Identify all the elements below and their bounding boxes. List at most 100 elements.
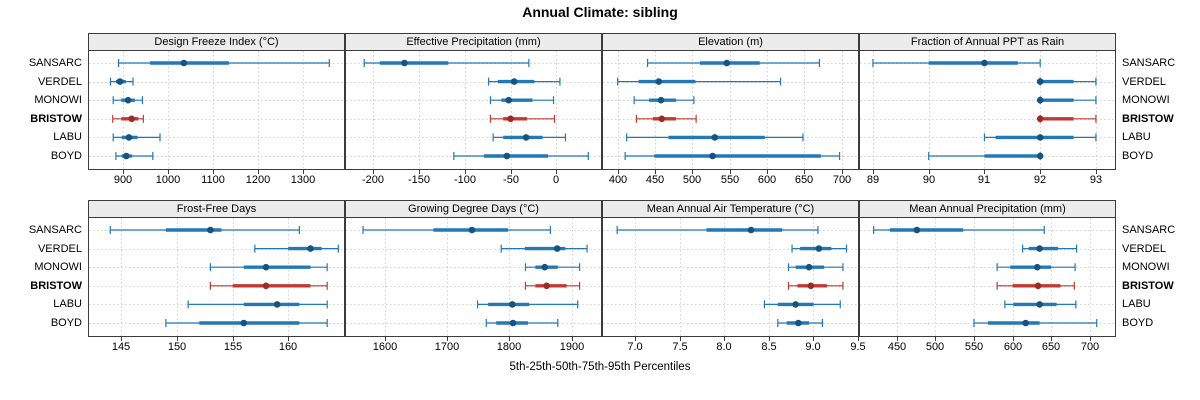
station-label-bristow: BRISTOW	[1122, 112, 1174, 125]
median-dot-boyd	[1022, 319, 1030, 327]
median-dot-verdel	[1036, 245, 1043, 252]
station-label-labu: LABU	[53, 131, 82, 144]
axis-tick-label: 150	[167, 341, 187, 353]
axis-tick-label: 8.0	[716, 341, 732, 353]
median-dot-labu	[1036, 301, 1043, 308]
axis-tick-label: 1600	[372, 341, 398, 353]
station-labels-left-top: SANSARC VERDEL MONOWI BRISTOW LABU BOYD	[0, 50, 84, 170]
median-dot-boyd	[709, 152, 716, 160]
axis-tick-label: -50	[503, 174, 519, 186]
plot-area-design-freeze-index-c	[88, 50, 345, 170]
axis-tick-label: 160	[278, 341, 298, 353]
panel-effective-precipitation-mm: Effective Precipitation (mm) -200 -150 -100…	[345, 33, 602, 190]
axis-tick-label: 500	[682, 174, 702, 186]
median-dot-boyd	[1036, 152, 1044, 160]
median-dot-labu	[509, 301, 516, 308]
axis-tick-label: 900	[113, 174, 133, 186]
axis-tick-mark	[168, 170, 169, 174]
axis-tick-label: 1800	[496, 341, 522, 353]
axis-tick-label: 91	[977, 174, 991, 186]
axis-tick-label: 550	[964, 341, 984, 353]
panel-elevation-m: Elevation (m) 400 450 500 550 600 650 700	[602, 33, 859, 190]
percentiles-caption: 5th-25th-50th-75th-95th Percentiles	[509, 361, 691, 373]
axis-tick-label: -150	[407, 174, 431, 186]
median-dot-verdel	[116, 78, 124, 85]
median-dot-boyd	[122, 152, 130, 160]
panel-growing-degree-days-c: Growing Degree Days (°C) 1600 1700 1800 1900	[345, 200, 602, 357]
axis-tick-mark	[385, 337, 386, 341]
station-label-labu: LABU	[53, 298, 82, 311]
axis-tick-mark	[813, 337, 814, 341]
axis-tick-label: -200	[361, 174, 385, 186]
median-dot-verdel	[815, 245, 823, 252]
panel-design-freeze-index-c: Design Freeze Index (°C) 900 1000 1100 1200 1…	[88, 33, 345, 190]
strip-header-design-freeze-index-c: Design Freeze Index (°C)	[88, 33, 345, 50]
axis-tick-mark	[724, 337, 725, 341]
median-dot-verdel	[655, 78, 663, 85]
median-dot-sansarc	[401, 59, 408, 67]
axis-tick-mark	[655, 170, 656, 174]
median-dot-verdel	[553, 245, 561, 252]
axis-tick-label: 145	[111, 341, 131, 353]
axis-tick-label: 500	[925, 341, 945, 353]
median-dot-sansarc	[468, 226, 476, 234]
station-label-sansarc: SANSARC	[28, 57, 82, 69]
median-dot-bristow	[543, 282, 550, 290]
axis-tick-mark	[842, 170, 843, 174]
axis-tick-mark	[572, 337, 573, 341]
axis-tick-label: 1300	[290, 174, 316, 186]
station-label-bristow: BRISTOW	[1122, 279, 1174, 292]
panel-row-bottom: SANSARC VERDEL MONOWI BRISTOW LABU BOYD Frost…	[0, 200, 1200, 360]
plot-area-elevation-m	[602, 50, 859, 170]
plot-area-fraction-of-annual-ppt-as-rain	[859, 50, 1116, 170]
plot-area-growing-degree-days-c	[345, 217, 602, 337]
median-dot-sansarc	[913, 226, 921, 234]
station-label-labu: LABU	[1122, 298, 1151, 311]
axis-tick-label: 450	[645, 174, 665, 186]
axis-tick-label: 600	[757, 174, 777, 186]
axis-tick-mark	[509, 337, 510, 341]
panel-border	[88, 50, 345, 170]
axis-tick-mark	[680, 337, 681, 341]
median-dot-bristow	[658, 115, 666, 123]
panel-mean-annual-air-temperature-c: Mean Annual Air Temperature (°C) 7.0 7.5 8.…	[602, 200, 866, 357]
panel-border	[88, 217, 345, 337]
median-dot-verdel	[510, 78, 518, 85]
median-dot-monowi	[505, 96, 513, 104]
strip-header-frost-free-days: Frost-Free Days	[88, 200, 345, 217]
station-label-boyd: BOYD	[50, 317, 82, 329]
station-label-bristow: BRISTOW	[30, 112, 82, 125]
median-dot-bristow	[1034, 282, 1042, 290]
median-dot-monowi	[805, 263, 813, 271]
axis-tick-label: 89	[866, 174, 880, 186]
median-dot-sansarc	[207, 226, 214, 234]
axis-tick-label: 90	[922, 174, 936, 186]
median-dot-bristow	[507, 115, 514, 123]
x-axis-growing-degree-days-c: 1600 1700 1800 1900	[345, 337, 602, 357]
axis-tick-mark	[929, 170, 930, 174]
axis-tick-mark	[233, 337, 234, 341]
panel-background	[602, 50, 859, 170]
panel-background	[345, 50, 602, 170]
panel-background	[602, 217, 859, 337]
axis-tick-label: 1700	[434, 341, 460, 353]
station-label-verdel: VERDEL	[1122, 242, 1167, 255]
station-label-boyd: BOYD	[50, 150, 82, 162]
axis-tick-label: 1100	[201, 174, 225, 186]
axis-tick-label: 1900	[559, 341, 585, 353]
strip-header-mean-annual-air-temperature-c: Mean Annual Air Temperature (°C)	[602, 200, 859, 217]
panel-frost-free-days: Frost-Free Days 145 150 155 160	[88, 200, 345, 357]
panel-background	[859, 217, 1116, 337]
median-dot-verdel	[307, 245, 314, 252]
axis-tick-mark	[556, 170, 557, 174]
panel-background	[859, 50, 1116, 170]
median-dot-monowi	[657, 96, 665, 104]
station-label-monowi: MONOWI	[1122, 261, 1170, 274]
median-dot-bristow	[1036, 115, 1044, 123]
station-label-monowi: MONOWI	[34, 261, 82, 274]
panel-mean-annual-precipitation-mm: Mean Annual Precipitation (mm) 450 500 550 6…	[859, 200, 1116, 357]
axis-tick-mark	[984, 170, 985, 174]
median-dot-labu	[522, 134, 530, 141]
station-label-verdel: VERDEL	[37, 75, 82, 88]
